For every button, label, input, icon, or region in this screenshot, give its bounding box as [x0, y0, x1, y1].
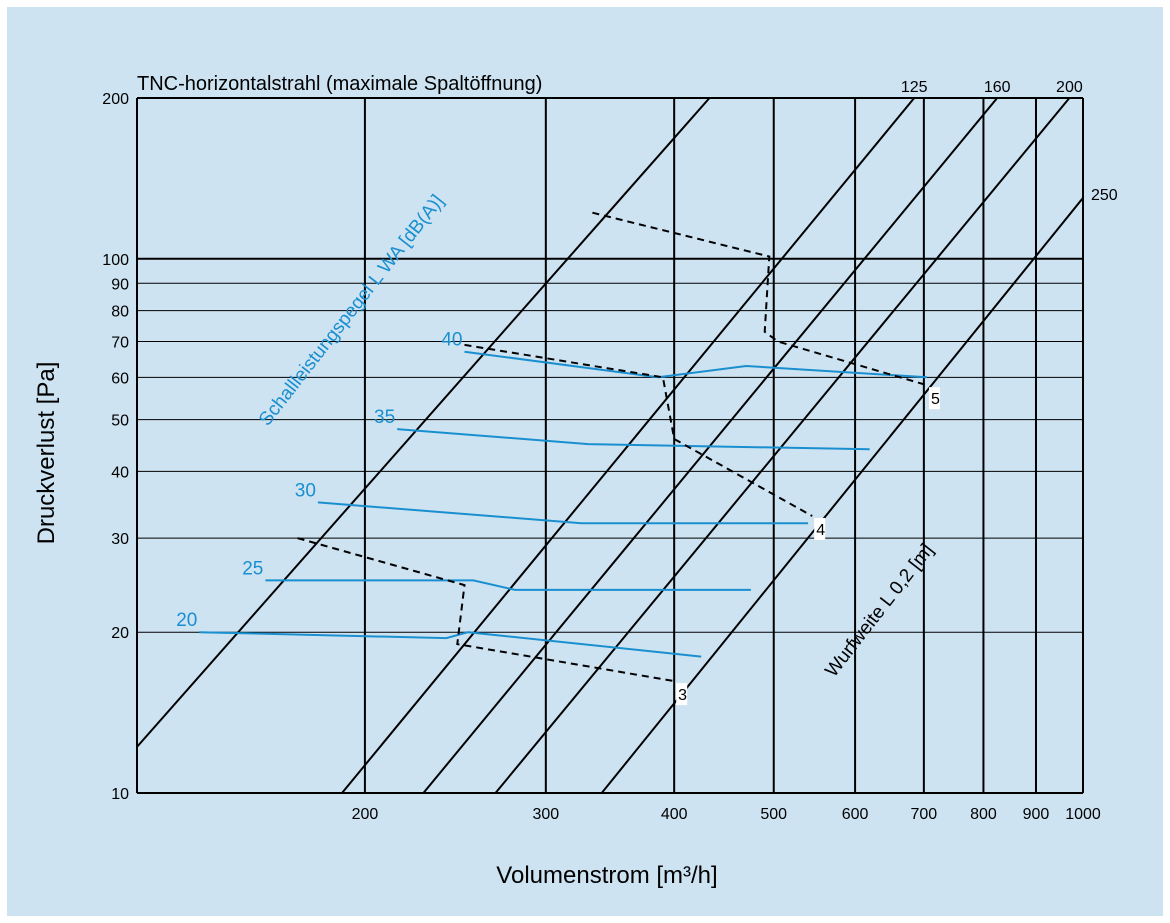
- size-line: [137, 98, 711, 748]
- sound-lines-layer: 40 35 30 25 20: [176, 330, 928, 658]
- y-tick-label: 100: [102, 252, 129, 269]
- chart-title: TNC-horizontalstrahl (maximale Spaltöffn…: [137, 73, 542, 95]
- size-line-label: 200: [1056, 79, 1083, 96]
- throw-distance-label: 3: [678, 687, 687, 704]
- y-tick-label: 70: [111, 335, 129, 352]
- x-axis-label: Volumenstrom [m³/h]: [496, 862, 717, 889]
- x-tick-label: 400: [661, 806, 688, 823]
- y-tick-label: 40: [111, 464, 129, 481]
- x-tick-label: 800: [970, 806, 997, 823]
- sound-level-label: 40: [441, 330, 462, 351]
- sound-level-label: 35: [374, 407, 395, 428]
- size-line-label: 250: [1091, 187, 1118, 204]
- x-tick-label: 500: [760, 806, 787, 823]
- sound-level-label: 30: [295, 480, 316, 501]
- y-axis-label: Druckverlust [Pa]: [33, 362, 60, 545]
- throw-distance-label: 5: [931, 391, 940, 408]
- sound-level-line: [397, 428, 870, 451]
- size-lines-layer: 125 160 200 250: [137, 79, 1118, 793]
- sound-level-line: [317, 501, 809, 525]
- y-tick-label: 200: [102, 91, 129, 108]
- sound-level-label: 20: [176, 610, 197, 631]
- x-tick-label: 200: [352, 806, 379, 823]
- throw-distance-line: [297, 537, 675, 683]
- throw-label-bg: [676, 683, 688, 706]
- x-tick-label: 900: [1023, 806, 1050, 823]
- y-tick-label: 30: [111, 531, 129, 548]
- chart-panel: 125 160 200 250 40 35 30 25 20 3 4 5 10 20 30 40 50 60…: [7, 7, 1163, 916]
- y-tick-label: 80: [111, 304, 129, 321]
- throw-lines-layer: 3 4 5: [297, 211, 941, 706]
- x-tick-label: 700: [911, 806, 938, 823]
- throw-distance-label: 4: [816, 522, 825, 539]
- x-tick-label: 1000: [1065, 806, 1101, 823]
- sound-level-line: [464, 350, 928, 379]
- y-tick-label: 50: [111, 413, 129, 430]
- throw-distance-line: [464, 343, 813, 517]
- throw-distance-line: [592, 211, 928, 387]
- size-line-label: 125: [901, 79, 928, 96]
- x-tick-label: 600: [842, 806, 869, 823]
- y-tick-label: 90: [111, 276, 129, 293]
- sound-level-line: [199, 631, 702, 658]
- y-tick-label: 20: [111, 625, 129, 642]
- throw-distance-axis-label: Wurfweite L 0,2 [m]: [821, 540, 938, 681]
- throw-label-bg: [814, 518, 826, 541]
- y-tick-label: 10: [111, 786, 129, 803]
- size-line: [494, 98, 1071, 793]
- chart: 125 160 200 250 40 35 30 25 20 3 4 5 10 20 30 40 50 60…: [33, 73, 1118, 889]
- sound-level-label: 25: [242, 558, 263, 579]
- y-tick-label: 60: [111, 370, 129, 387]
- throw-label-bg: [929, 387, 941, 410]
- tick-labels-layer: 10 20 30 40 50 60 70 80 90 100 200 200 300 400 500 600 7…: [102, 91, 1101, 823]
- x-tick-label: 300: [532, 806, 559, 823]
- sound-level-line: [265, 579, 751, 591]
- size-line-label: 160: [984, 79, 1011, 96]
